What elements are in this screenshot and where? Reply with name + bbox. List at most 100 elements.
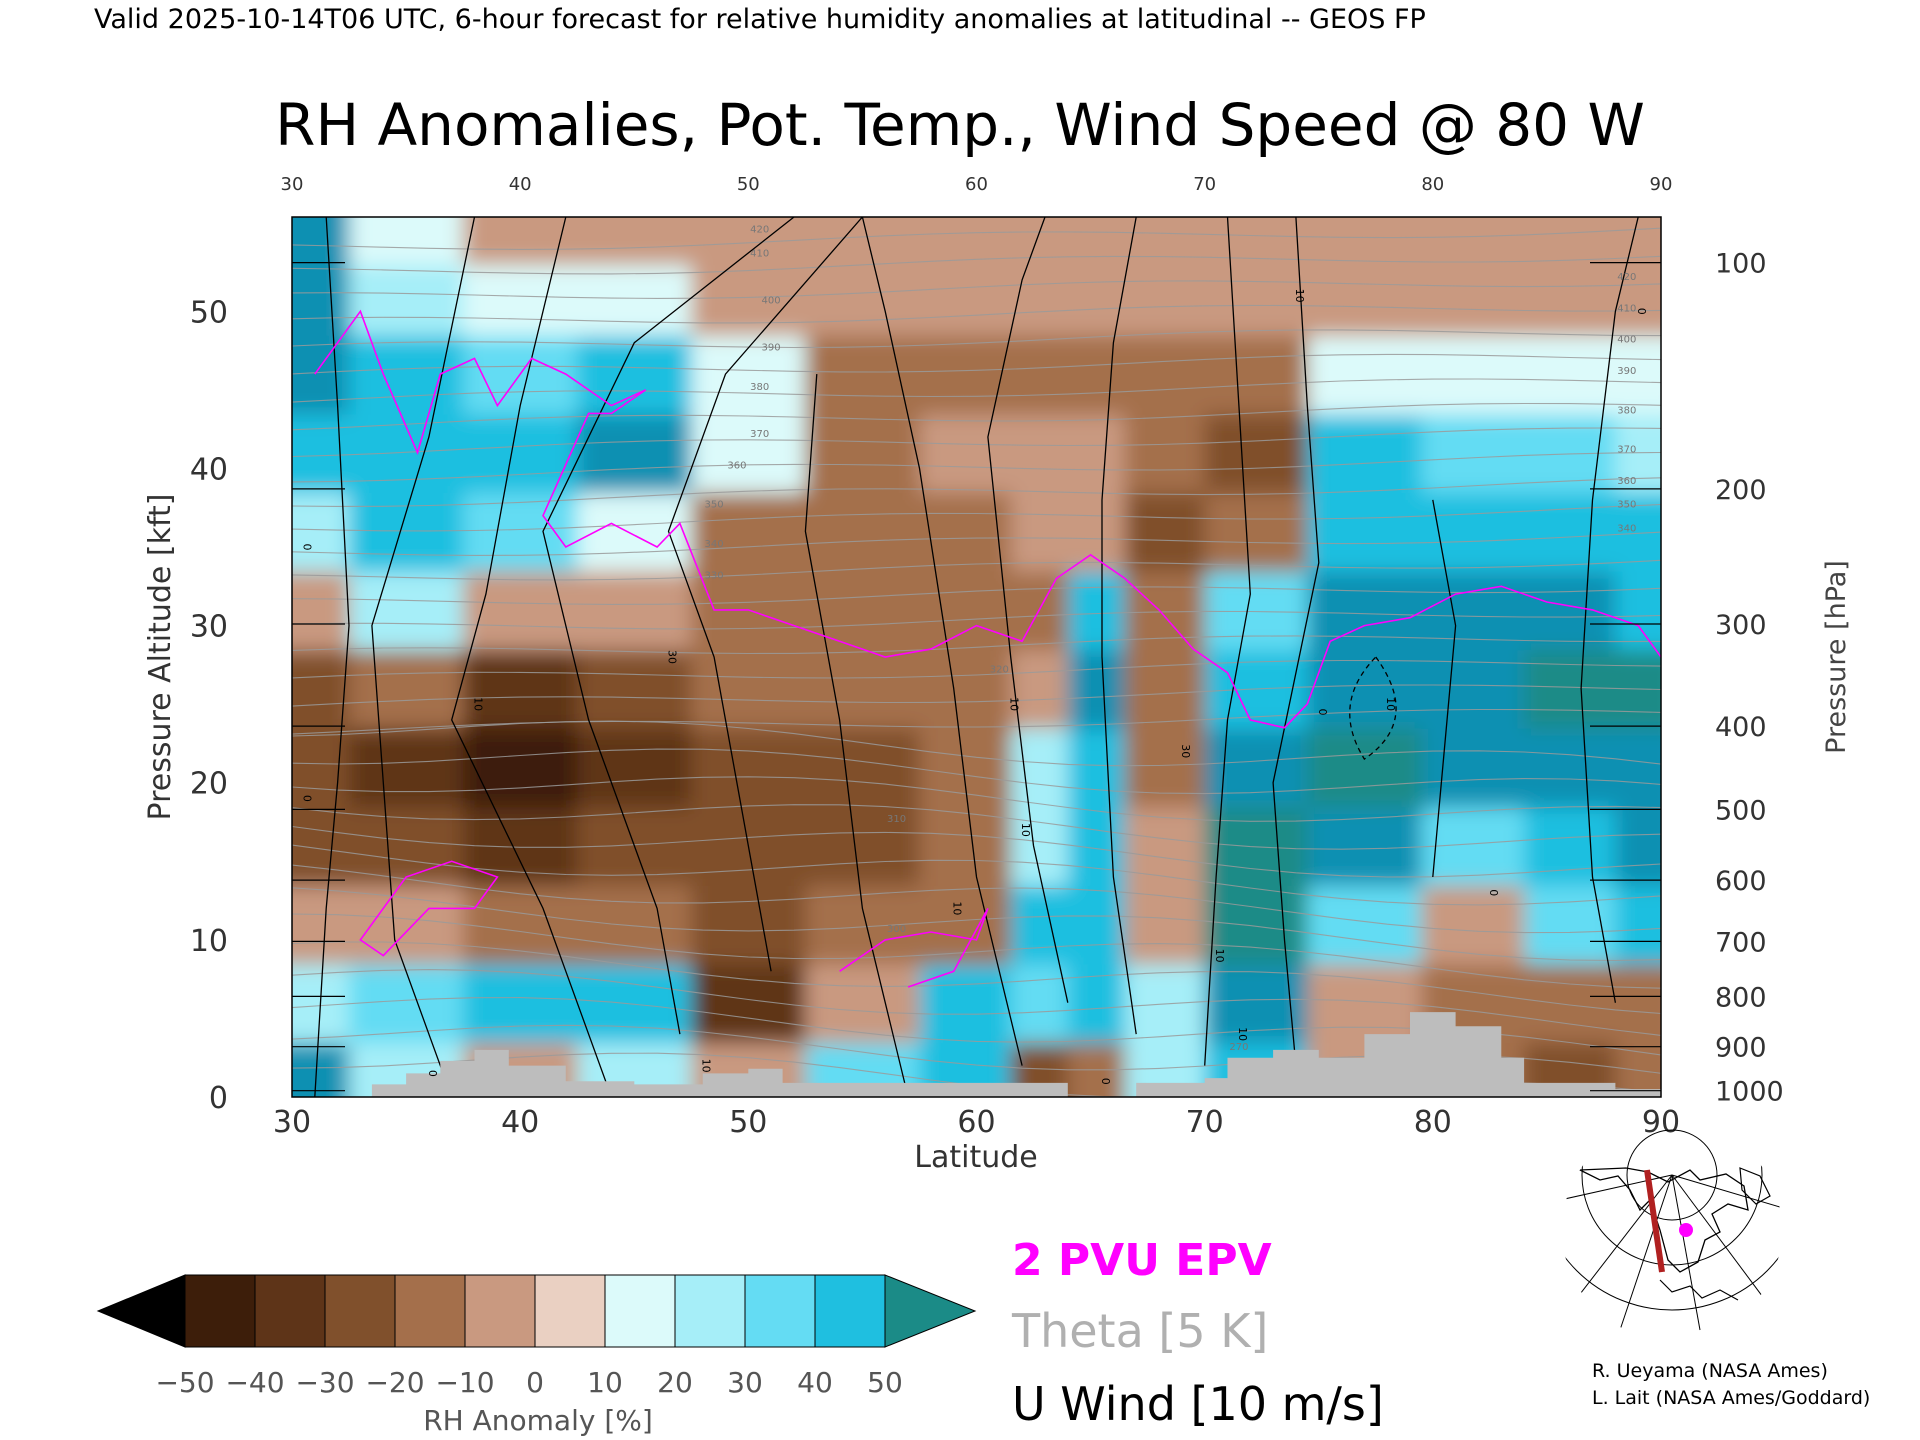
rh-cell	[1615, 334, 1661, 415]
colorbar-swatch	[604, 1274, 676, 1348]
wind-label: 0	[1635, 308, 1648, 315]
x-tick-label-top: 70	[1193, 174, 1216, 195]
wind-label: 10	[1019, 823, 1032, 837]
rh-cell	[1067, 570, 1126, 651]
y-tick-label: 50	[190, 295, 228, 330]
theta-contour	[292, 913, 1661, 989]
wind-label: 10	[1293, 289, 1306, 303]
wind-contour	[1101, 217, 1137, 1035]
theta-label: 380	[750, 382, 769, 393]
theta-label: 300	[887, 924, 906, 935]
rh-cells	[292, 217, 1661, 1097]
rh-cell	[1421, 264, 1526, 336]
rh-cell	[919, 264, 1012, 336]
rh-cell	[1615, 1042, 1661, 1097]
rh-cell	[1307, 334, 1423, 415]
wind-contour-negative	[1349, 656, 1397, 761]
colorbar-tick-label: −20	[365, 1366, 424, 1399]
theta-label: 360	[727, 460, 746, 471]
theta-label: 400	[762, 295, 781, 306]
rh-cell	[463, 492, 579, 572]
x-tick-label: 60	[957, 1105, 995, 1140]
colorbar-tick-label: −50	[155, 1366, 214, 1399]
rh-cell	[577, 217, 693, 266]
wind-label: 30	[666, 650, 679, 664]
rh-cell	[691, 963, 807, 1043]
x-tick-label-top: 40	[509, 174, 532, 195]
rh-cell	[1615, 806, 1661, 886]
rh-cell	[577, 334, 693, 415]
rh-cell	[1524, 492, 1617, 572]
theta-contour	[292, 586, 1661, 605]
rh-cell	[463, 570, 579, 651]
theta-contour	[292, 804, 1661, 850]
rh-cell	[1010, 727, 1069, 808]
wind-label: 0	[1487, 889, 1500, 896]
wind-label: 0	[1099, 1078, 1112, 1085]
rh-cell	[1204, 492, 1309, 572]
colorbar-tick-label: 20	[657, 1366, 693, 1399]
theta-contour	[292, 748, 1661, 795]
rh-cell	[1307, 413, 1423, 493]
x-axis-label: Latitude	[914, 1140, 1037, 1175]
theta-label: 340	[705, 539, 724, 550]
plot-frame	[291, 216, 1662, 1098]
rh-cell	[691, 727, 807, 808]
rh-cell	[1421, 727, 1526, 808]
y-tick-label: 40	[190, 452, 228, 487]
section-line	[1644, 1169, 1665, 1273]
rh-cell	[577, 264, 693, 336]
rh-cell	[919, 806, 1012, 886]
rh-cell	[1421, 884, 1526, 965]
x-tick-label-top: 80	[1421, 174, 1444, 195]
rh-cell	[1124, 884, 1206, 965]
rh-cell	[805, 264, 921, 336]
legend-epv: 2 PVU EPV	[1012, 1235, 1272, 1286]
rh-cell	[292, 334, 350, 415]
colorbar-swatch	[184, 1274, 256, 1348]
colorbar-tick-label: 50	[867, 1366, 903, 1399]
rh-cell	[1615, 264, 1661, 336]
rh-anomaly-field	[292, 217, 1661, 1097]
rh-cell	[1067, 1042, 1126, 1097]
rh-cell	[1204, 334, 1309, 415]
theta-label: 270	[1229, 1042, 1248, 1053]
theta-label: 420	[1617, 272, 1636, 283]
rh-cell	[577, 649, 693, 729]
rh-cell	[1524, 884, 1617, 965]
theta-label: 360	[1617, 476, 1636, 487]
colorbar-label: RH Anomaly [%]	[423, 1404, 653, 1437]
legend-wind: U Wind [10 m/s]	[1012, 1377, 1384, 1431]
wind-contour	[542, 217, 795, 1035]
pressure-tick-label: 600	[1715, 866, 1767, 897]
y-tick-label: 0	[209, 1081, 228, 1116]
colorbar-swatch	[534, 1274, 606, 1348]
theta-contour	[292, 353, 1661, 375]
rh-cell	[349, 727, 465, 808]
credit-line-1: R. Ueyama (NASA Ames)	[1592, 1360, 1828, 1382]
colorbar-tick-label: 40	[797, 1366, 833, 1399]
rh-cell	[1307, 649, 1423, 729]
rh-cell	[1010, 217, 1069, 266]
rh-cell	[1067, 884, 1126, 965]
rh-cell	[805, 217, 921, 266]
rh-cell	[1204, 264, 1309, 336]
colorbar-tick-label: 30	[727, 1366, 763, 1399]
wind-label: 10	[1384, 697, 1397, 711]
rh-cell	[577, 884, 693, 965]
rh-cell	[1010, 649, 1069, 729]
rh-cell	[805, 334, 921, 415]
theta-contour	[292, 969, 1661, 1036]
theta-contour	[292, 708, 1661, 735]
colorbar-tick-label: −10	[435, 1366, 494, 1399]
epv-2pvu-contour	[314, 309, 1661, 988]
wind-label: 0	[1316, 709, 1329, 716]
rh-cell	[1124, 492, 1206, 572]
x-tick-label: 80	[1414, 1105, 1452, 1140]
rh-cell	[463, 649, 579, 729]
rh-cell	[349, 217, 465, 266]
rh-cell	[292, 1042, 350, 1097]
rh-cell	[1067, 334, 1126, 415]
rh-cell	[577, 570, 693, 651]
epv-contour-low	[359, 860, 499, 957]
